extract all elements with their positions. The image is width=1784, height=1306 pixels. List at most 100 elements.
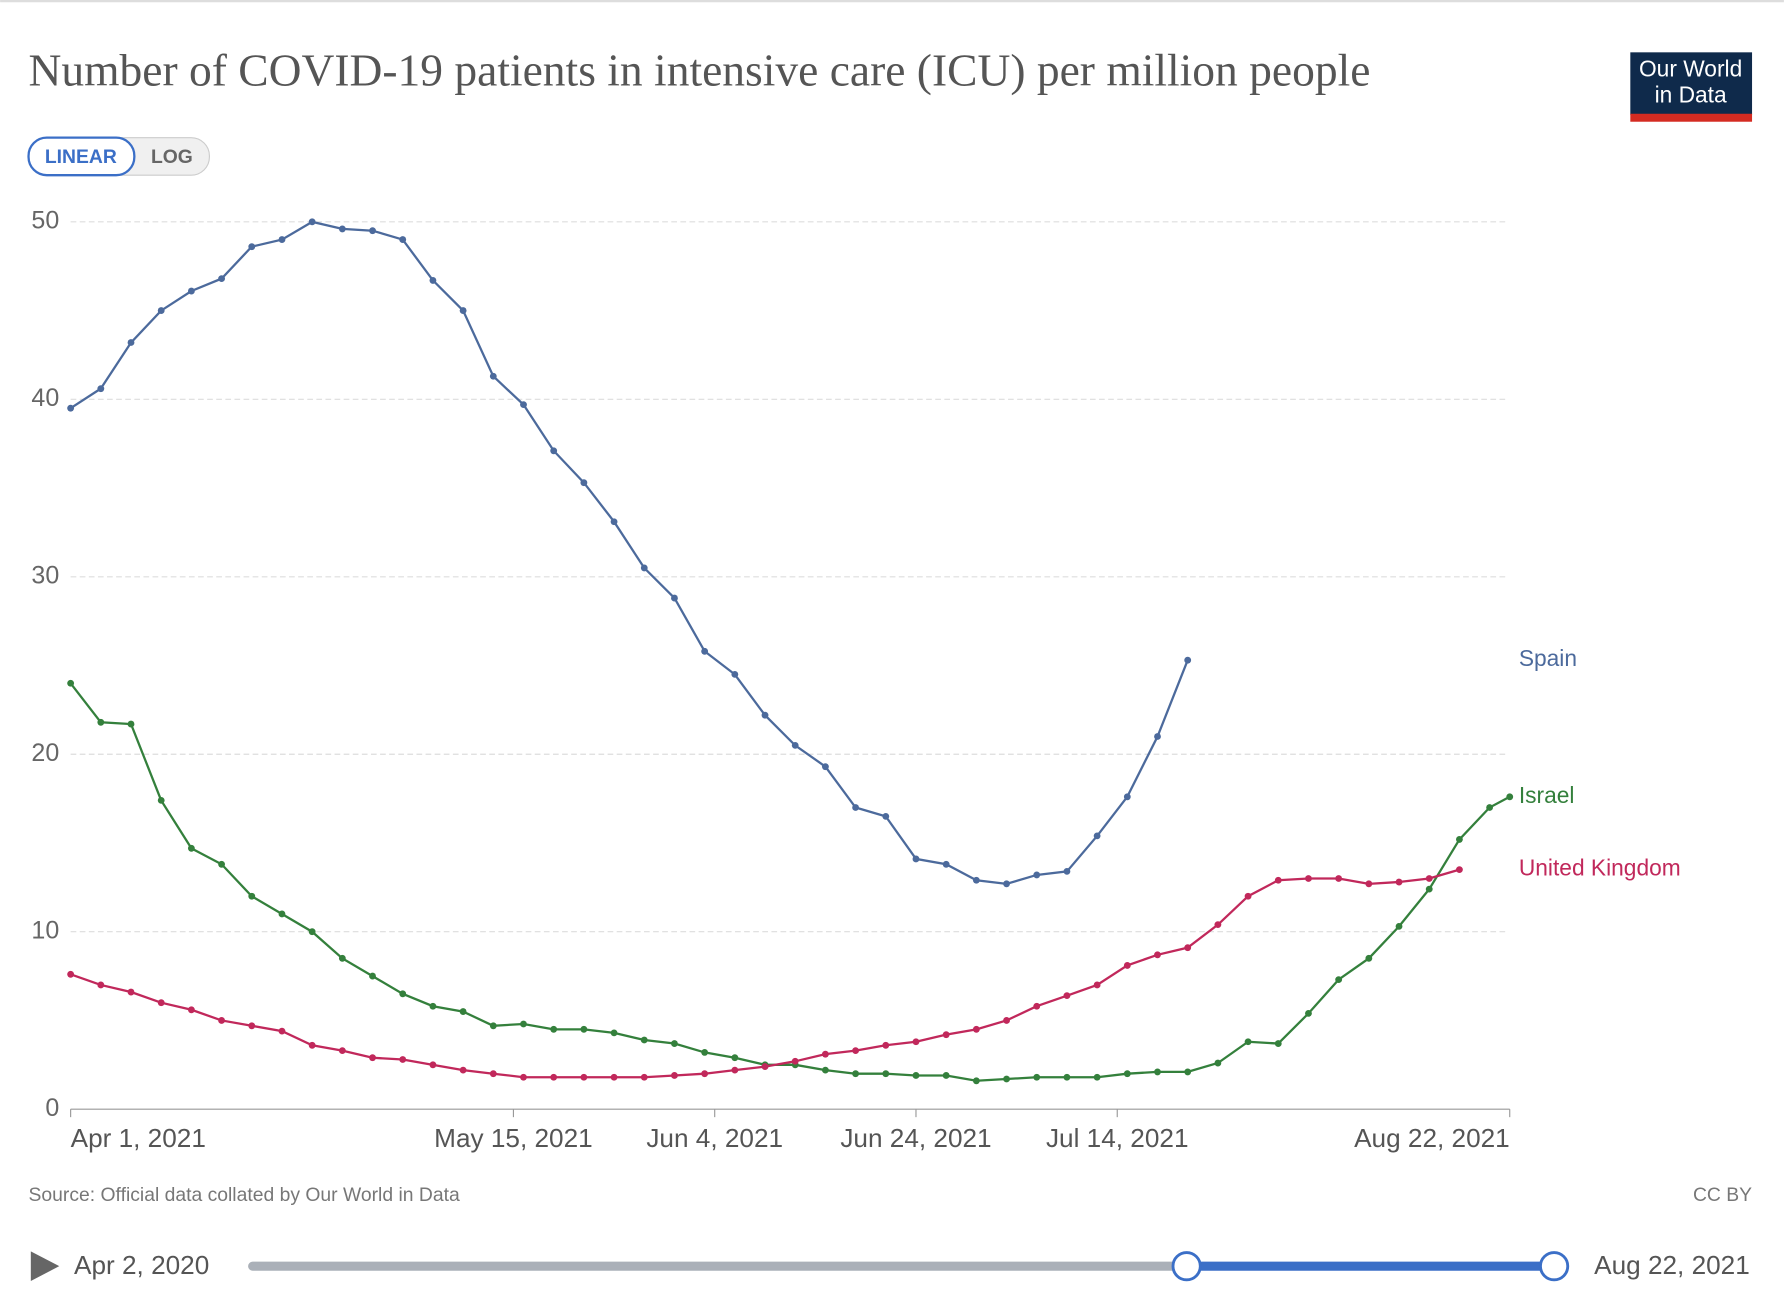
data-point	[1033, 1073, 1041, 1081]
data-point	[912, 1038, 920, 1046]
data-point	[1425, 885, 1433, 893]
data-point	[97, 718, 105, 726]
data-point	[520, 1020, 527, 1028]
data-point	[671, 594, 678, 602]
logo-stripe	[1630, 113, 1753, 122]
data-point	[520, 401, 527, 409]
data-point	[1184, 656, 1192, 664]
data-point	[1425, 875, 1433, 882]
data-point	[399, 236, 407, 243]
data-point	[791, 1057, 799, 1065]
data-point	[1123, 793, 1131, 801]
data-point	[1305, 1009, 1312, 1017]
data-point	[489, 1022, 497, 1030]
x-tick-label: Jun 24, 2021	[840, 1123, 991, 1153]
data-point	[1033, 871, 1041, 879]
data-point	[912, 855, 920, 863]
data-point	[429, 1002, 437, 1010]
data-point	[187, 287, 195, 295]
data-point	[1063, 1073, 1071, 1081]
data-point	[1456, 836, 1463, 843]
data-point	[157, 307, 165, 314]
data-point	[1305, 875, 1312, 882]
data-point	[671, 1072, 678, 1079]
series-label: Israel	[1519, 782, 1575, 808]
data-point	[610, 1073, 618, 1081]
data-point	[701, 647, 709, 655]
data-point	[218, 860, 225, 868]
logo[interactable]	[1630, 52, 1753, 115]
data-point	[278, 236, 286, 243]
data-point	[821, 1050, 829, 1058]
timeline-end: Aug 22, 2021	[1594, 1250, 1750, 1280]
y-tick-label: 40	[31, 384, 59, 412]
data-point	[580, 479, 588, 487]
data-point	[942, 860, 950, 868]
data-point	[1093, 1073, 1101, 1081]
data-point	[852, 1070, 860, 1078]
series-label: United Kingdom	[1519, 855, 1681, 881]
y-tick-label: 0	[45, 1094, 59, 1122]
data-point	[97, 385, 105, 393]
data-point	[248, 243, 256, 251]
data-point	[248, 892, 256, 900]
data-point	[308, 928, 316, 936]
data-point	[1335, 976, 1343, 984]
linear-label[interactable]: LINEAR	[45, 147, 117, 168]
data-point	[821, 763, 829, 771]
y-tick-label: 50	[31, 206, 59, 234]
play-button[interactable]	[30, 1251, 60, 1281]
data-point	[671, 1040, 678, 1047]
data-point	[640, 1036, 648, 1044]
data-point	[701, 1048, 709, 1056]
y-tick-label: 30	[31, 561, 59, 589]
data-point	[610, 1029, 618, 1037]
data-point	[1093, 832, 1101, 840]
logo-text: in Data	[1655, 82, 1727, 108]
data-point	[67, 970, 75, 978]
x-tick-label: Aug 22, 2021	[1354, 1123, 1510, 1153]
data-point	[459, 307, 467, 314]
data-point	[218, 1017, 225, 1024]
data-point	[1365, 880, 1373, 888]
data-point	[429, 1061, 437, 1069]
linear-button[interactable]	[27, 136, 136, 177]
data-point	[127, 720, 135, 728]
data-point	[731, 670, 739, 678]
data-point	[610, 518, 618, 526]
x-tick-label: Apr 1, 2021	[71, 1123, 206, 1153]
data-point	[761, 711, 769, 719]
data-point	[369, 227, 376, 235]
data-point	[972, 876, 980, 884]
data-point	[429, 276, 437, 284]
data-point	[550, 447, 558, 455]
x-tick-label: Jul 14, 2021	[1046, 1123, 1189, 1153]
data-point	[399, 990, 407, 998]
timeline-handle[interactable]	[1171, 1251, 1202, 1282]
data-point	[1486, 804, 1494, 811]
data-point	[761, 1063, 769, 1071]
data-point	[157, 796, 165, 804]
data-point	[187, 844, 195, 852]
data-point	[459, 1008, 467, 1015]
data-point	[1395, 922, 1403, 930]
timeline-handle[interactable]	[1539, 1251, 1570, 1282]
data-point	[1033, 1002, 1041, 1010]
data-point	[1335, 875, 1343, 882]
data-point	[369, 972, 376, 980]
log-label[interactable]: LOG	[151, 147, 193, 168]
data-point	[157, 999, 165, 1007]
data-point	[550, 1073, 558, 1081]
data-point	[972, 1077, 980, 1085]
timeline-start: Apr 2, 2020	[74, 1250, 209, 1280]
data-point	[1154, 951, 1161, 959]
data-point	[1244, 1038, 1252, 1046]
data-point	[1093, 981, 1101, 989]
data-point	[1063, 992, 1071, 1000]
data-point	[218, 275, 225, 283]
data-point	[67, 404, 75, 412]
data-point	[338, 954, 346, 962]
y-tick-label: 20	[31, 739, 59, 767]
data-point	[338, 225, 346, 233]
